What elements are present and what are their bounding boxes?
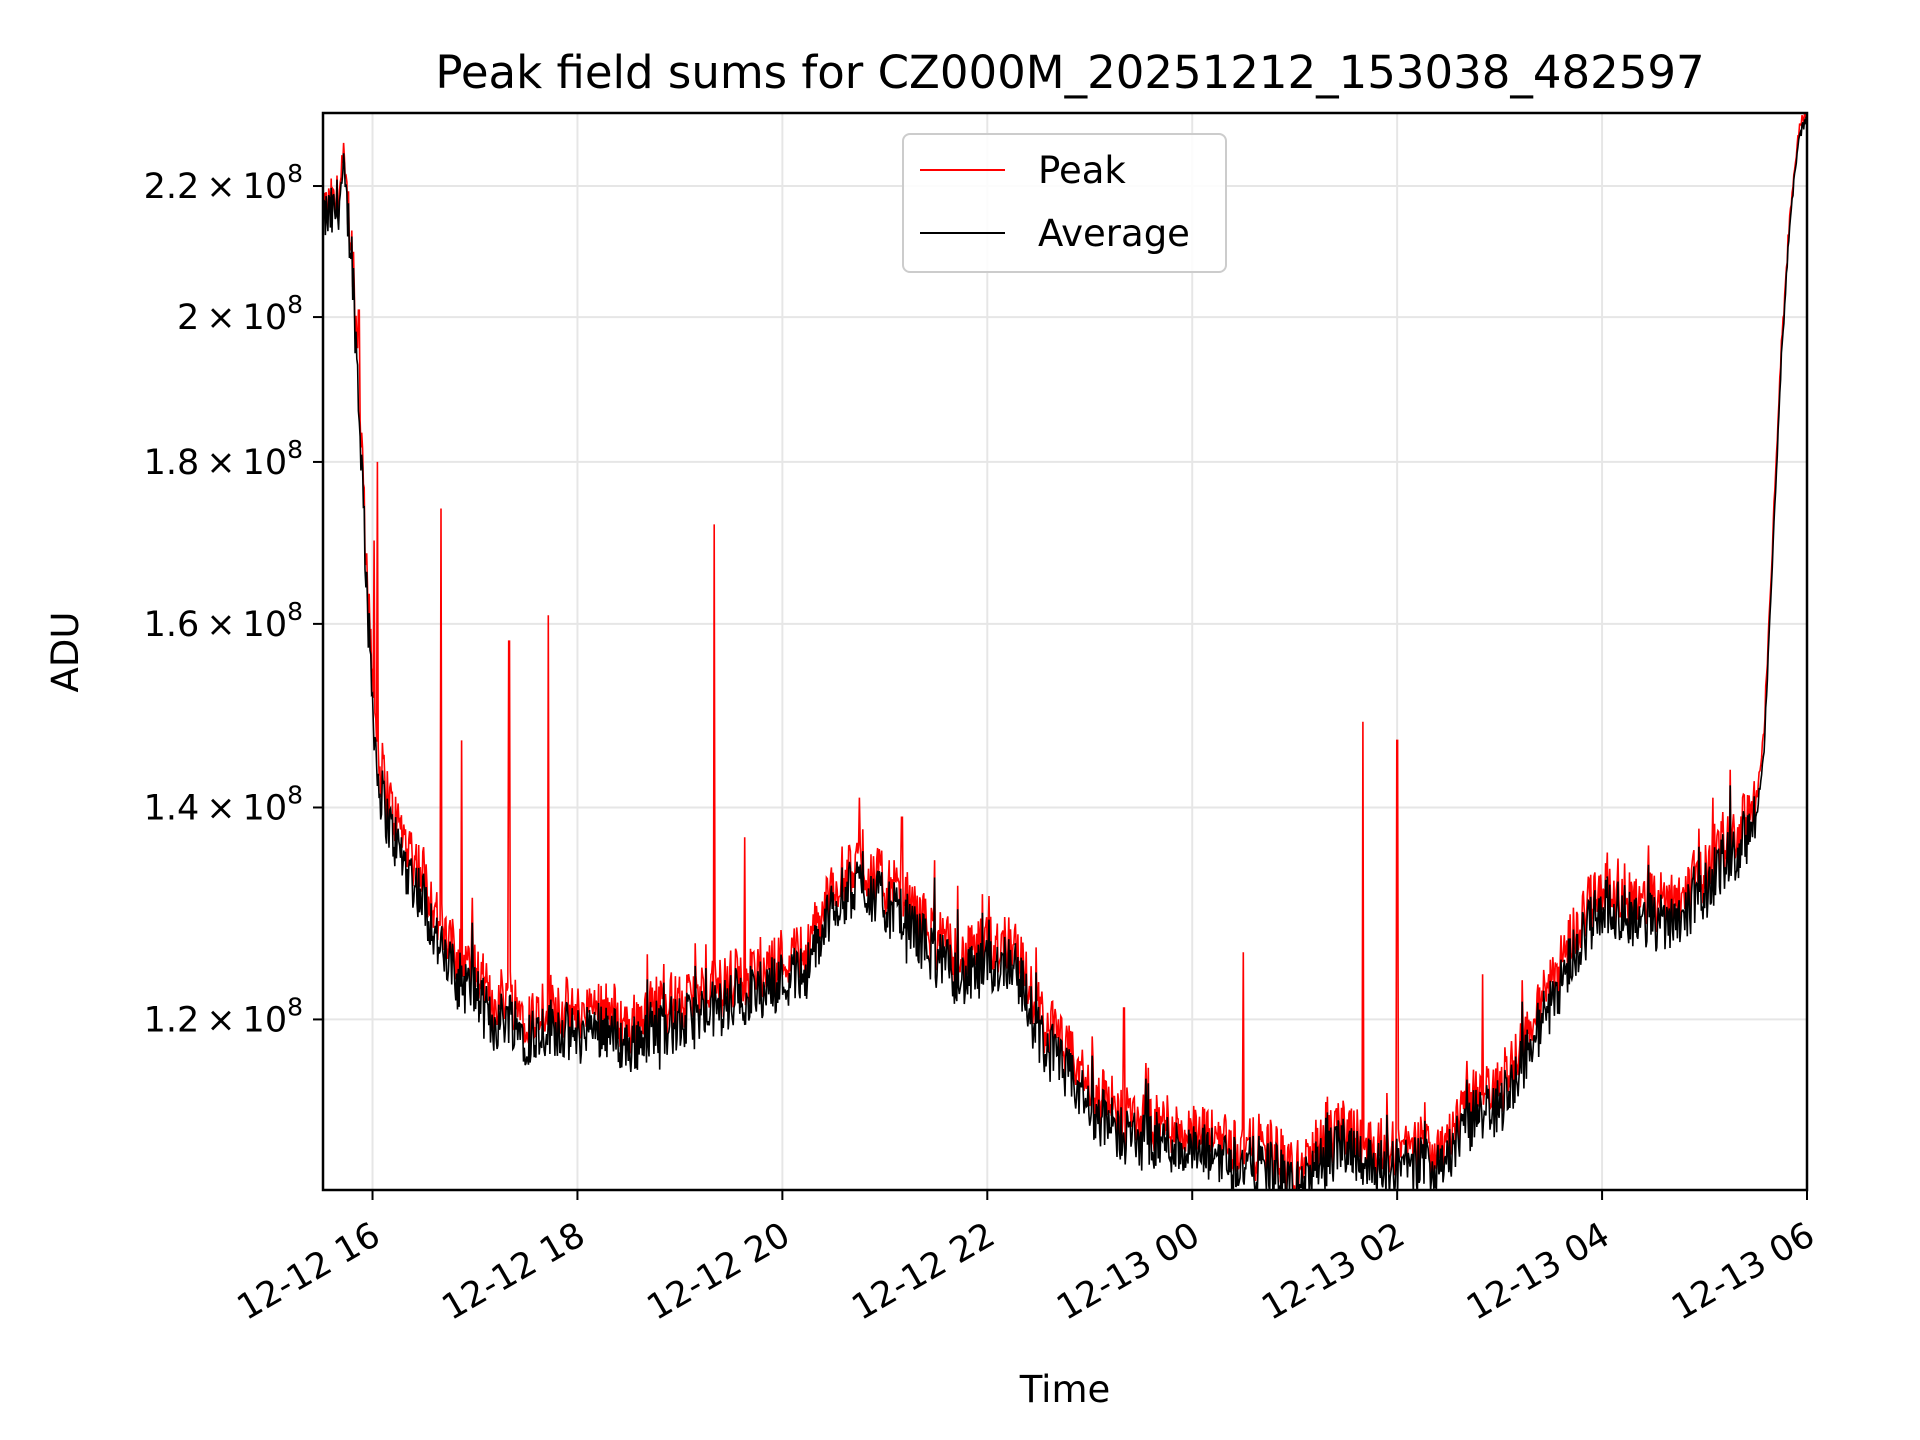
series-average-line bbox=[323, 116, 1807, 1190]
legend-box bbox=[902, 133, 1227, 273]
y-axis-label: ADU bbox=[44, 612, 87, 693]
plot-frame bbox=[321, 111, 1809, 1192]
y-tick-label: 1.4 × 108 bbox=[144, 780, 303, 828]
y-tick-label: 1.2 × 108 bbox=[144, 992, 303, 1040]
chart-title: Peak field sums for CZ000M_20251212_1530… bbox=[435, 46, 1704, 99]
series-layer bbox=[323, 113, 1807, 1190]
y-axis-ticks: 1.2 × 108 1.4 × 108 1.6 × 108 1.8 × 108 2 × … bbox=[144, 159, 323, 1040]
legend-average-label: Average bbox=[1038, 212, 1190, 255]
y-tick-label: 2.2 × 108 bbox=[144, 159, 303, 207]
y-tick-label: 1.8 × 108 bbox=[144, 435, 303, 483]
legend-peak-label: Peak bbox=[1038, 149, 1126, 192]
x-axis-label: Time bbox=[1019, 1368, 1111, 1411]
y-tick-label: 2 × 108 bbox=[177, 290, 303, 338]
y-tick-label: 1.6 × 108 bbox=[144, 597, 303, 645]
legend: Peak Average bbox=[902, 133, 1227, 273]
